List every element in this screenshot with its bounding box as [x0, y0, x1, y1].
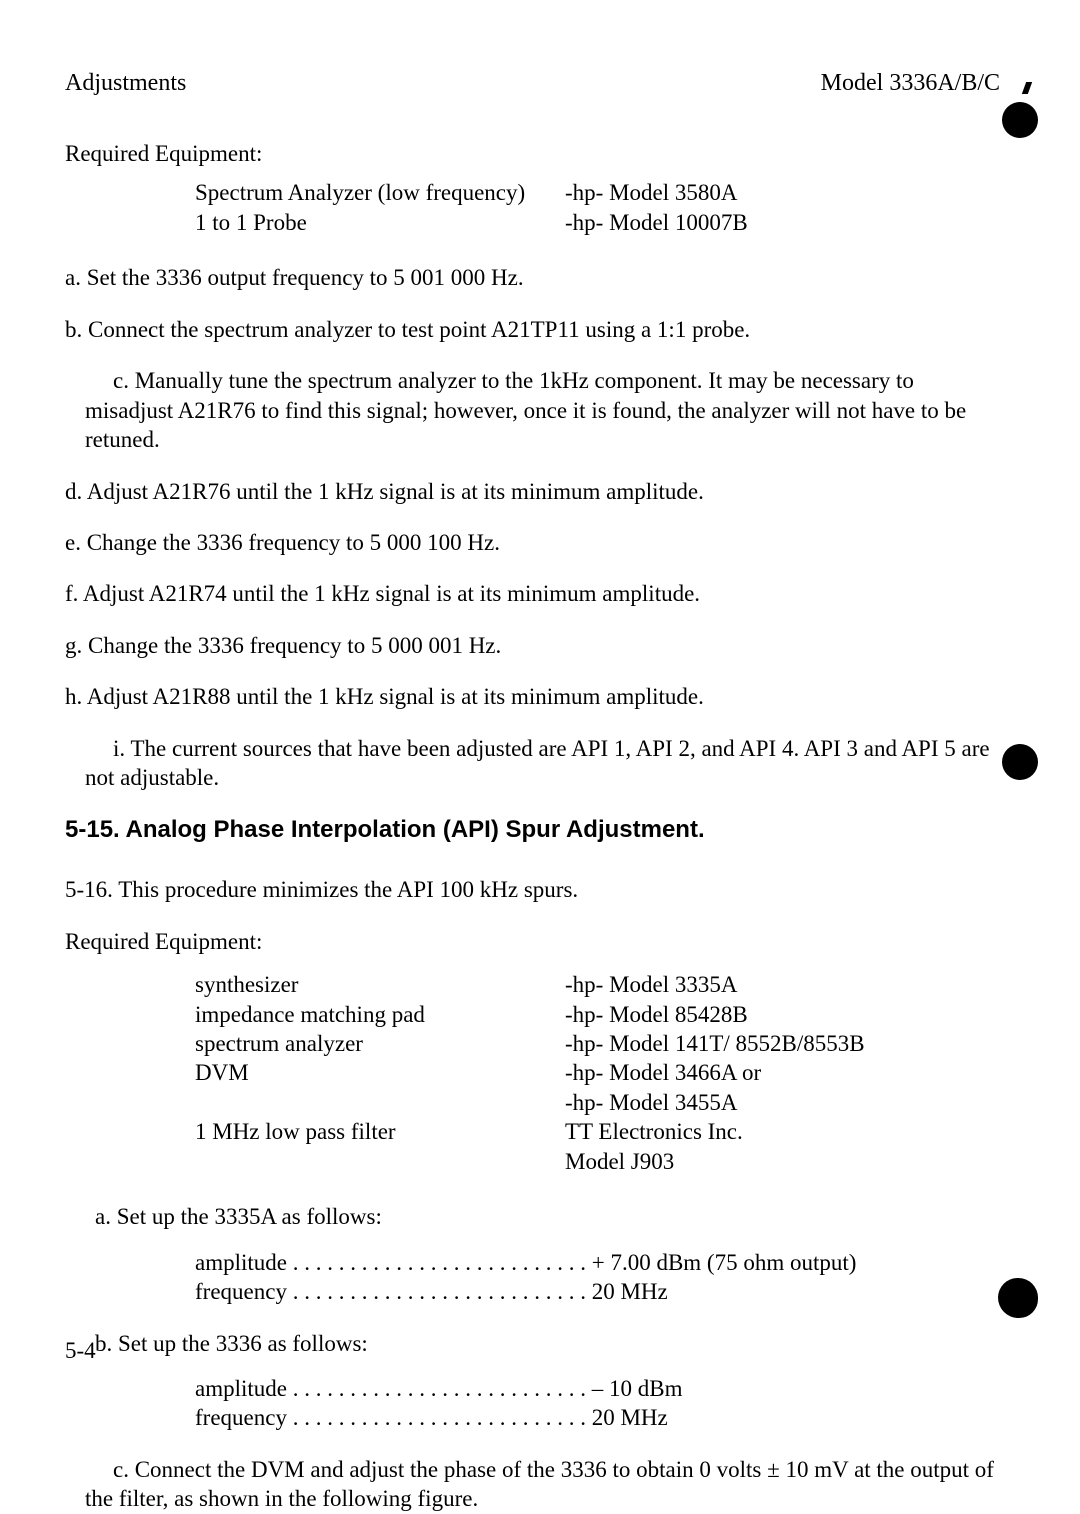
- equip2-r2: -hp- Model 85428B: [565, 1000, 748, 1029]
- equip2-l3: spectrum analyzer: [195, 1029, 565, 1058]
- required-equipment-label-2: Required Equipment:: [65, 927, 1000, 956]
- equip2-l5b: [195, 1147, 565, 1176]
- rowA-amp: amplitude . . . . . . . . . . . . . . . …: [195, 1248, 1000, 1277]
- step-c2: c. Connect the DVM and adjust the phase …: [85, 1455, 1000, 1514]
- body: Required Equipment: Spectrum Analyzer (l…: [65, 139, 1000, 1514]
- equip1-left-2: 1 to 1 Probe: [195, 208, 565, 237]
- step-b2: b. Set up the 3336 as follows:: [95, 1329, 1000, 1358]
- equipment-block-1: Spectrum Analyzer (low frequency) -hp- M…: [65, 178, 1000, 237]
- step-h: h. Adjust A21R88 until the 1 kHz signal …: [65, 682, 1000, 711]
- equip2-r5b: Model J903: [565, 1147, 674, 1176]
- section-5-15-title: 5-15. Analog Phase Interpolation (API) S…: [65, 815, 1000, 846]
- page-container: Adjustments Model 3336A/B/C Required Equ…: [0, 0, 1080, 1392]
- step-b: b. Connect the spectrum analyzer to test…: [65, 315, 1000, 344]
- step-d: d. Adjust A21R76 until the 1 kHz signal …: [65, 477, 1000, 506]
- equip2-r4: -hp- Model 3466A or: [565, 1058, 761, 1087]
- equip2-l1: synthesizer: [195, 970, 565, 999]
- equip2-l5: 1 MHz low pass filter: [195, 1117, 565, 1146]
- header-right: Model 3336A/B/C: [821, 70, 1000, 97]
- page-header: Adjustments Model 3336A/B/C: [65, 70, 1000, 97]
- equip2-l4: DVM: [195, 1058, 565, 1087]
- equip2-r4b: -hp- Model 3455A: [565, 1088, 737, 1117]
- equip2-l4b: [195, 1088, 565, 1117]
- equip1-right-1: -hp- Model 3580A: [565, 178, 737, 207]
- equip1-right-2: -hp- Model 10007B: [565, 208, 748, 237]
- decorative-tick: [1022, 82, 1032, 94]
- rowB-freq: frequency . . . . . . . . . . . . . . . …: [195, 1403, 1000, 1432]
- equipment-block-2: synthesizer -hp- Model 3335A impedance m…: [65, 970, 1000, 1176]
- equip2-r1: -hp- Model 3335A: [565, 970, 737, 999]
- equip2-r5: TT Electronics Inc.: [565, 1117, 743, 1146]
- step-e: e. Change the 3336 frequency to 5 000 10…: [65, 528, 1000, 557]
- para-5-16: 5-16. This procedure minimizes the API 1…: [65, 875, 1000, 904]
- equip1-left-1: Spectrum Analyzer (low frequency): [195, 178, 565, 207]
- equip2-r3: -hp- Model 141T/ 8552B/8553B: [565, 1029, 865, 1058]
- step-a2: a. Set up the 3335A as follows:: [95, 1202, 1000, 1231]
- required-equipment-label: Required Equipment:: [65, 139, 1000, 168]
- header-left: Adjustments: [65, 70, 186, 97]
- step-a: a. Set the 3336 output frequency to 5 00…: [65, 263, 1000, 292]
- punch-dot-bottom: [998, 1278, 1038, 1318]
- rowA-freq: frequency . . . . . . . . . . . . . . . …: [195, 1277, 1000, 1306]
- page-number: 5-4: [65, 1338, 96, 1364]
- step-f: f. Adjust A21R74 until the 1 kHz signal …: [65, 579, 1000, 608]
- step-g: g. Change the 3336 frequency to 5 000 00…: [65, 631, 1000, 660]
- rowB-amp: amplitude . . . . . . . . . . . . . . . …: [195, 1374, 1000, 1403]
- punch-dot-middle: [1002, 744, 1038, 780]
- punch-dot-top: [1002, 102, 1038, 138]
- step-i: i. The current sources that have been ad…: [85, 734, 1000, 793]
- equip2-l2: impedance matching pad: [195, 1000, 565, 1029]
- step-c: c. Manually tune the spectrum analyzer t…: [85, 366, 1000, 454]
